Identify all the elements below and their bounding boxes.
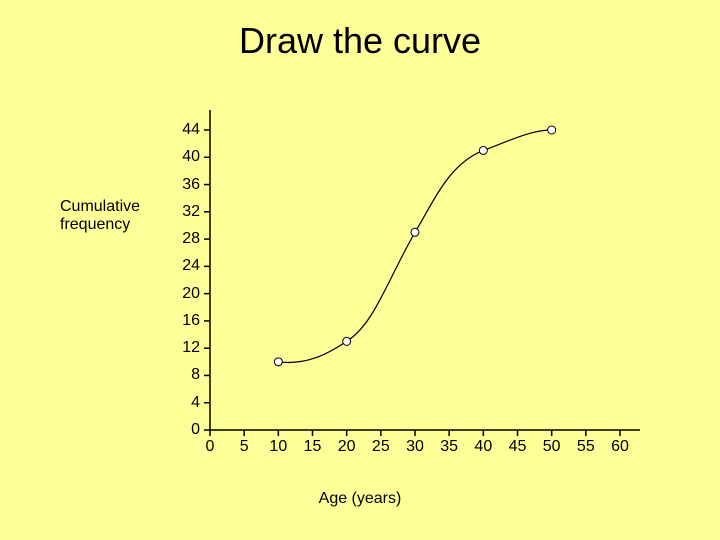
page-title: Draw the curve bbox=[0, 20, 720, 62]
data-point bbox=[274, 358, 282, 366]
x-tick-label: 40 bbox=[468, 438, 498, 456]
x-tick-label: 35 bbox=[434, 438, 464, 456]
x-tick-label: 55 bbox=[571, 438, 601, 456]
x-tick-label: 45 bbox=[503, 438, 533, 456]
y-tick-label: 32 bbox=[170, 203, 200, 221]
x-tick-label: 0 bbox=[195, 438, 225, 456]
y-tick-label: 40 bbox=[170, 148, 200, 166]
x-tick-label: 10 bbox=[263, 438, 293, 456]
y-tick-label: 8 bbox=[170, 366, 200, 384]
y-tick-label: 16 bbox=[170, 312, 200, 330]
x-tick-label: 25 bbox=[366, 438, 396, 456]
chart-svg bbox=[195, 110, 645, 460]
x-tick-label: 5 bbox=[229, 438, 259, 456]
cumulative-curve bbox=[278, 130, 551, 362]
x-tick-label: 20 bbox=[332, 438, 362, 456]
data-point bbox=[548, 126, 556, 134]
data-point bbox=[479, 146, 487, 154]
x-tick-label: 50 bbox=[537, 438, 567, 456]
y-axis-label: Cumulative frequency bbox=[60, 198, 140, 234]
y-axis-label-line1: Cumulative bbox=[60, 198, 140, 216]
y-tick-label: 24 bbox=[170, 257, 200, 275]
y-tick-label: 12 bbox=[170, 339, 200, 357]
y-tick-label: 4 bbox=[170, 394, 200, 412]
chart bbox=[195, 110, 645, 460]
page: Draw the curve Cumulative frequency Age … bbox=[0, 0, 720, 540]
y-tick-label: 20 bbox=[170, 285, 200, 303]
x-tick-label: 15 bbox=[298, 438, 328, 456]
x-tick-label: 60 bbox=[605, 438, 635, 456]
data-point bbox=[343, 337, 351, 345]
y-axis-label-line2: frequency bbox=[60, 216, 140, 234]
y-tick-label: 28 bbox=[170, 230, 200, 248]
y-tick-label: 36 bbox=[170, 176, 200, 194]
x-axis-label: Age (years) bbox=[0, 490, 720, 508]
x-tick-label: 30 bbox=[400, 438, 430, 456]
y-tick-label: 0 bbox=[170, 421, 200, 439]
y-tick-label: 44 bbox=[170, 121, 200, 139]
data-point bbox=[411, 228, 419, 236]
